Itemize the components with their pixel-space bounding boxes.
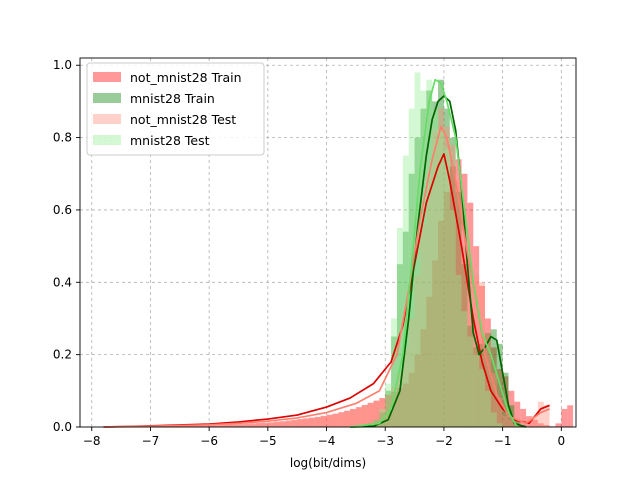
x-tick-label: 0 <box>558 434 566 448</box>
histogram-bar <box>462 311 468 427</box>
histogram-bar <box>561 409 567 427</box>
histogram-bar <box>268 423 274 427</box>
legend-label: mnist28 Test <box>130 133 210 148</box>
x-tick-label: −2 <box>435 434 453 448</box>
legend-swatch <box>93 93 121 103</box>
legend-swatch <box>93 135 121 145</box>
legend-label: not_mnist28 Test <box>130 112 236 127</box>
x-tick-label: −4 <box>318 434 336 448</box>
histogram-bar <box>274 423 280 427</box>
histogram-bar <box>438 130 444 427</box>
y-axis-ticks: 0.0 0.2 0.4 0.6 0.8 1.0 <box>53 58 80 434</box>
histogram-bar <box>332 415 338 427</box>
x-tick-label: −6 <box>200 434 218 448</box>
histogram-bar <box>479 369 485 427</box>
legend-swatch <box>93 114 121 124</box>
y-tick-label: 0.2 <box>53 348 72 362</box>
histogram-bar <box>444 148 450 427</box>
legend: not_mnist28 Train mnist28 Train not_mnist2… <box>87 63 264 155</box>
histogram-bar <box>285 422 291 427</box>
histogram-bar <box>362 406 368 427</box>
x-tick-label: −5 <box>259 434 277 448</box>
histogram-bar <box>315 418 321 427</box>
histogram-bar <box>567 405 573 427</box>
y-tick-label: 1.0 <box>53 58 72 72</box>
x-tick-label: −1 <box>494 434 512 448</box>
legend-label: mnist28 Train <box>130 91 215 106</box>
bar-group <box>156 159 573 427</box>
histogram-bar <box>291 421 297 427</box>
bar-group <box>362 72 503 427</box>
y-tick-label: 0.0 <box>53 420 72 434</box>
histogram-bar <box>280 423 286 427</box>
x-tick-label: −7 <box>142 434 160 448</box>
histogram-bar <box>520 409 526 427</box>
y-tick-label: 0.6 <box>53 203 72 217</box>
x-axis-label: log(bit/dims) <box>290 456 366 470</box>
histogram-bar <box>327 416 333 427</box>
histogram-bar <box>297 420 303 427</box>
histogram-bar <box>356 408 362 427</box>
x-tick-label: −3 <box>376 434 394 448</box>
histogram-bar <box>485 391 491 427</box>
y-tick-label: 0.4 <box>53 275 72 289</box>
histogram-bar <box>491 413 497 427</box>
y-tick-label: 0.8 <box>53 131 72 145</box>
histogram-bar <box>309 419 315 427</box>
legend-swatch <box>93 72 121 82</box>
legend-label: not_mnist28 Train <box>130 70 242 85</box>
histogram-bar <box>426 80 432 427</box>
histogram-bar <box>350 410 356 427</box>
histogram-bar <box>555 423 561 427</box>
histogram-bar <box>338 413 344 427</box>
histogram-bar <box>303 420 309 427</box>
histogram-bar <box>262 424 268 427</box>
histogram-bar <box>497 423 503 427</box>
histogram-bar <box>456 275 462 427</box>
histogram-bar <box>344 412 350 427</box>
histogram-bar <box>503 416 509 427</box>
histogram-bar <box>467 337 473 427</box>
x-axis-ticks: −8 −7 −6 −5 −4 −3 −2 −1 0 <box>83 427 565 448</box>
histogram-bar <box>321 417 327 427</box>
histogram-bar <box>473 355 479 427</box>
x-tick-label: −8 <box>83 434 101 448</box>
histogram-bar <box>450 210 456 427</box>
